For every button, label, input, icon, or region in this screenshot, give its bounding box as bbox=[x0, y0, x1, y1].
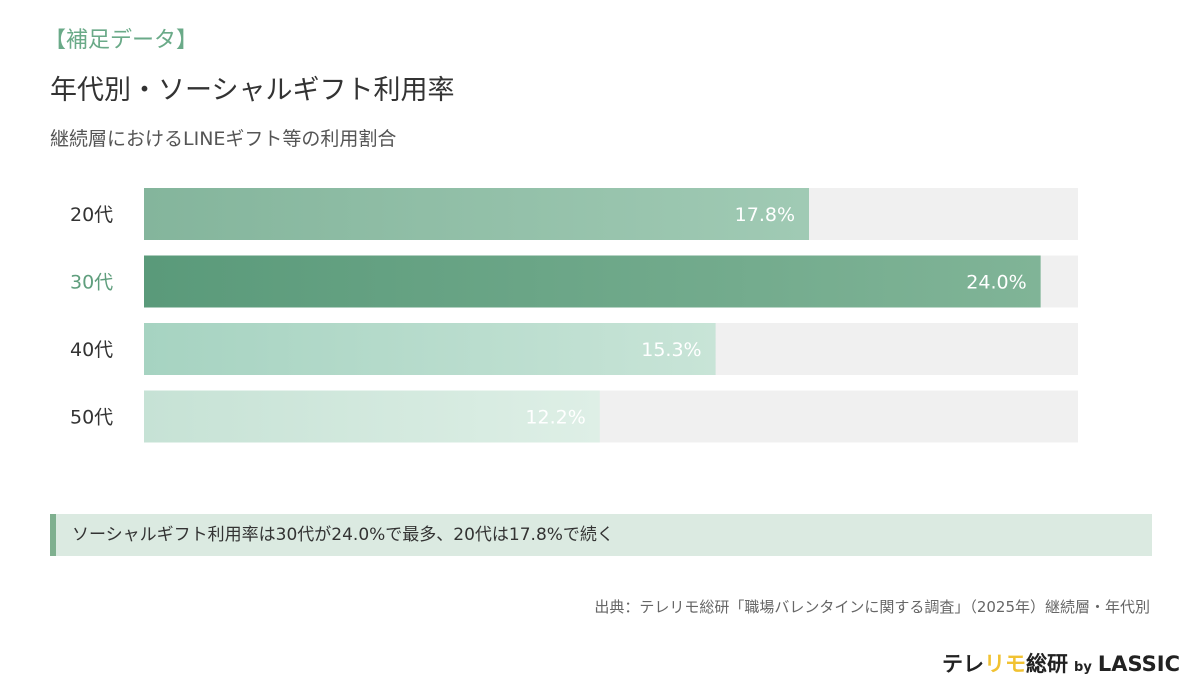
bar bbox=[144, 255, 1041, 308]
category-label: 50代 bbox=[70, 407, 113, 429]
section-tag: 【補足データ】 bbox=[44, 28, 199, 53]
value-label: 24.0% bbox=[966, 272, 1026, 294]
source-citation: 出典：テレリモ総研「職場バレンタインに関する調査」（2025年）継続層・年代別 bbox=[594, 598, 1150, 616]
value-label: 15.3% bbox=[641, 339, 701, 361]
bar bbox=[144, 390, 600, 443]
brand-logo: テレリモ総研 by LASSIC bbox=[942, 652, 1180, 676]
bar bbox=[144, 323, 716, 375]
page-subtitle: 継続層におけるLINEギフト等の利用割合 bbox=[50, 128, 397, 150]
value-label: 17.8% bbox=[735, 204, 795, 226]
category-label: 40代 bbox=[70, 339, 113, 361]
category-label: 30代 bbox=[70, 272, 113, 294]
category-label: 20代 bbox=[70, 204, 113, 226]
page-title: 年代別・ソーシャルギフト利用率 bbox=[50, 75, 455, 106]
bar bbox=[144, 188, 810, 240]
bar-chart: 20代 17.8% 30代 24.0% 40代 15.3% 50代 12.2% bbox=[70, 188, 1078, 443]
value-label: 12.2% bbox=[525, 407, 585, 429]
callout-note: ソーシャルギフト利用率は30代が24.0%で最多、20代は17.8%で続く bbox=[50, 514, 1152, 556]
